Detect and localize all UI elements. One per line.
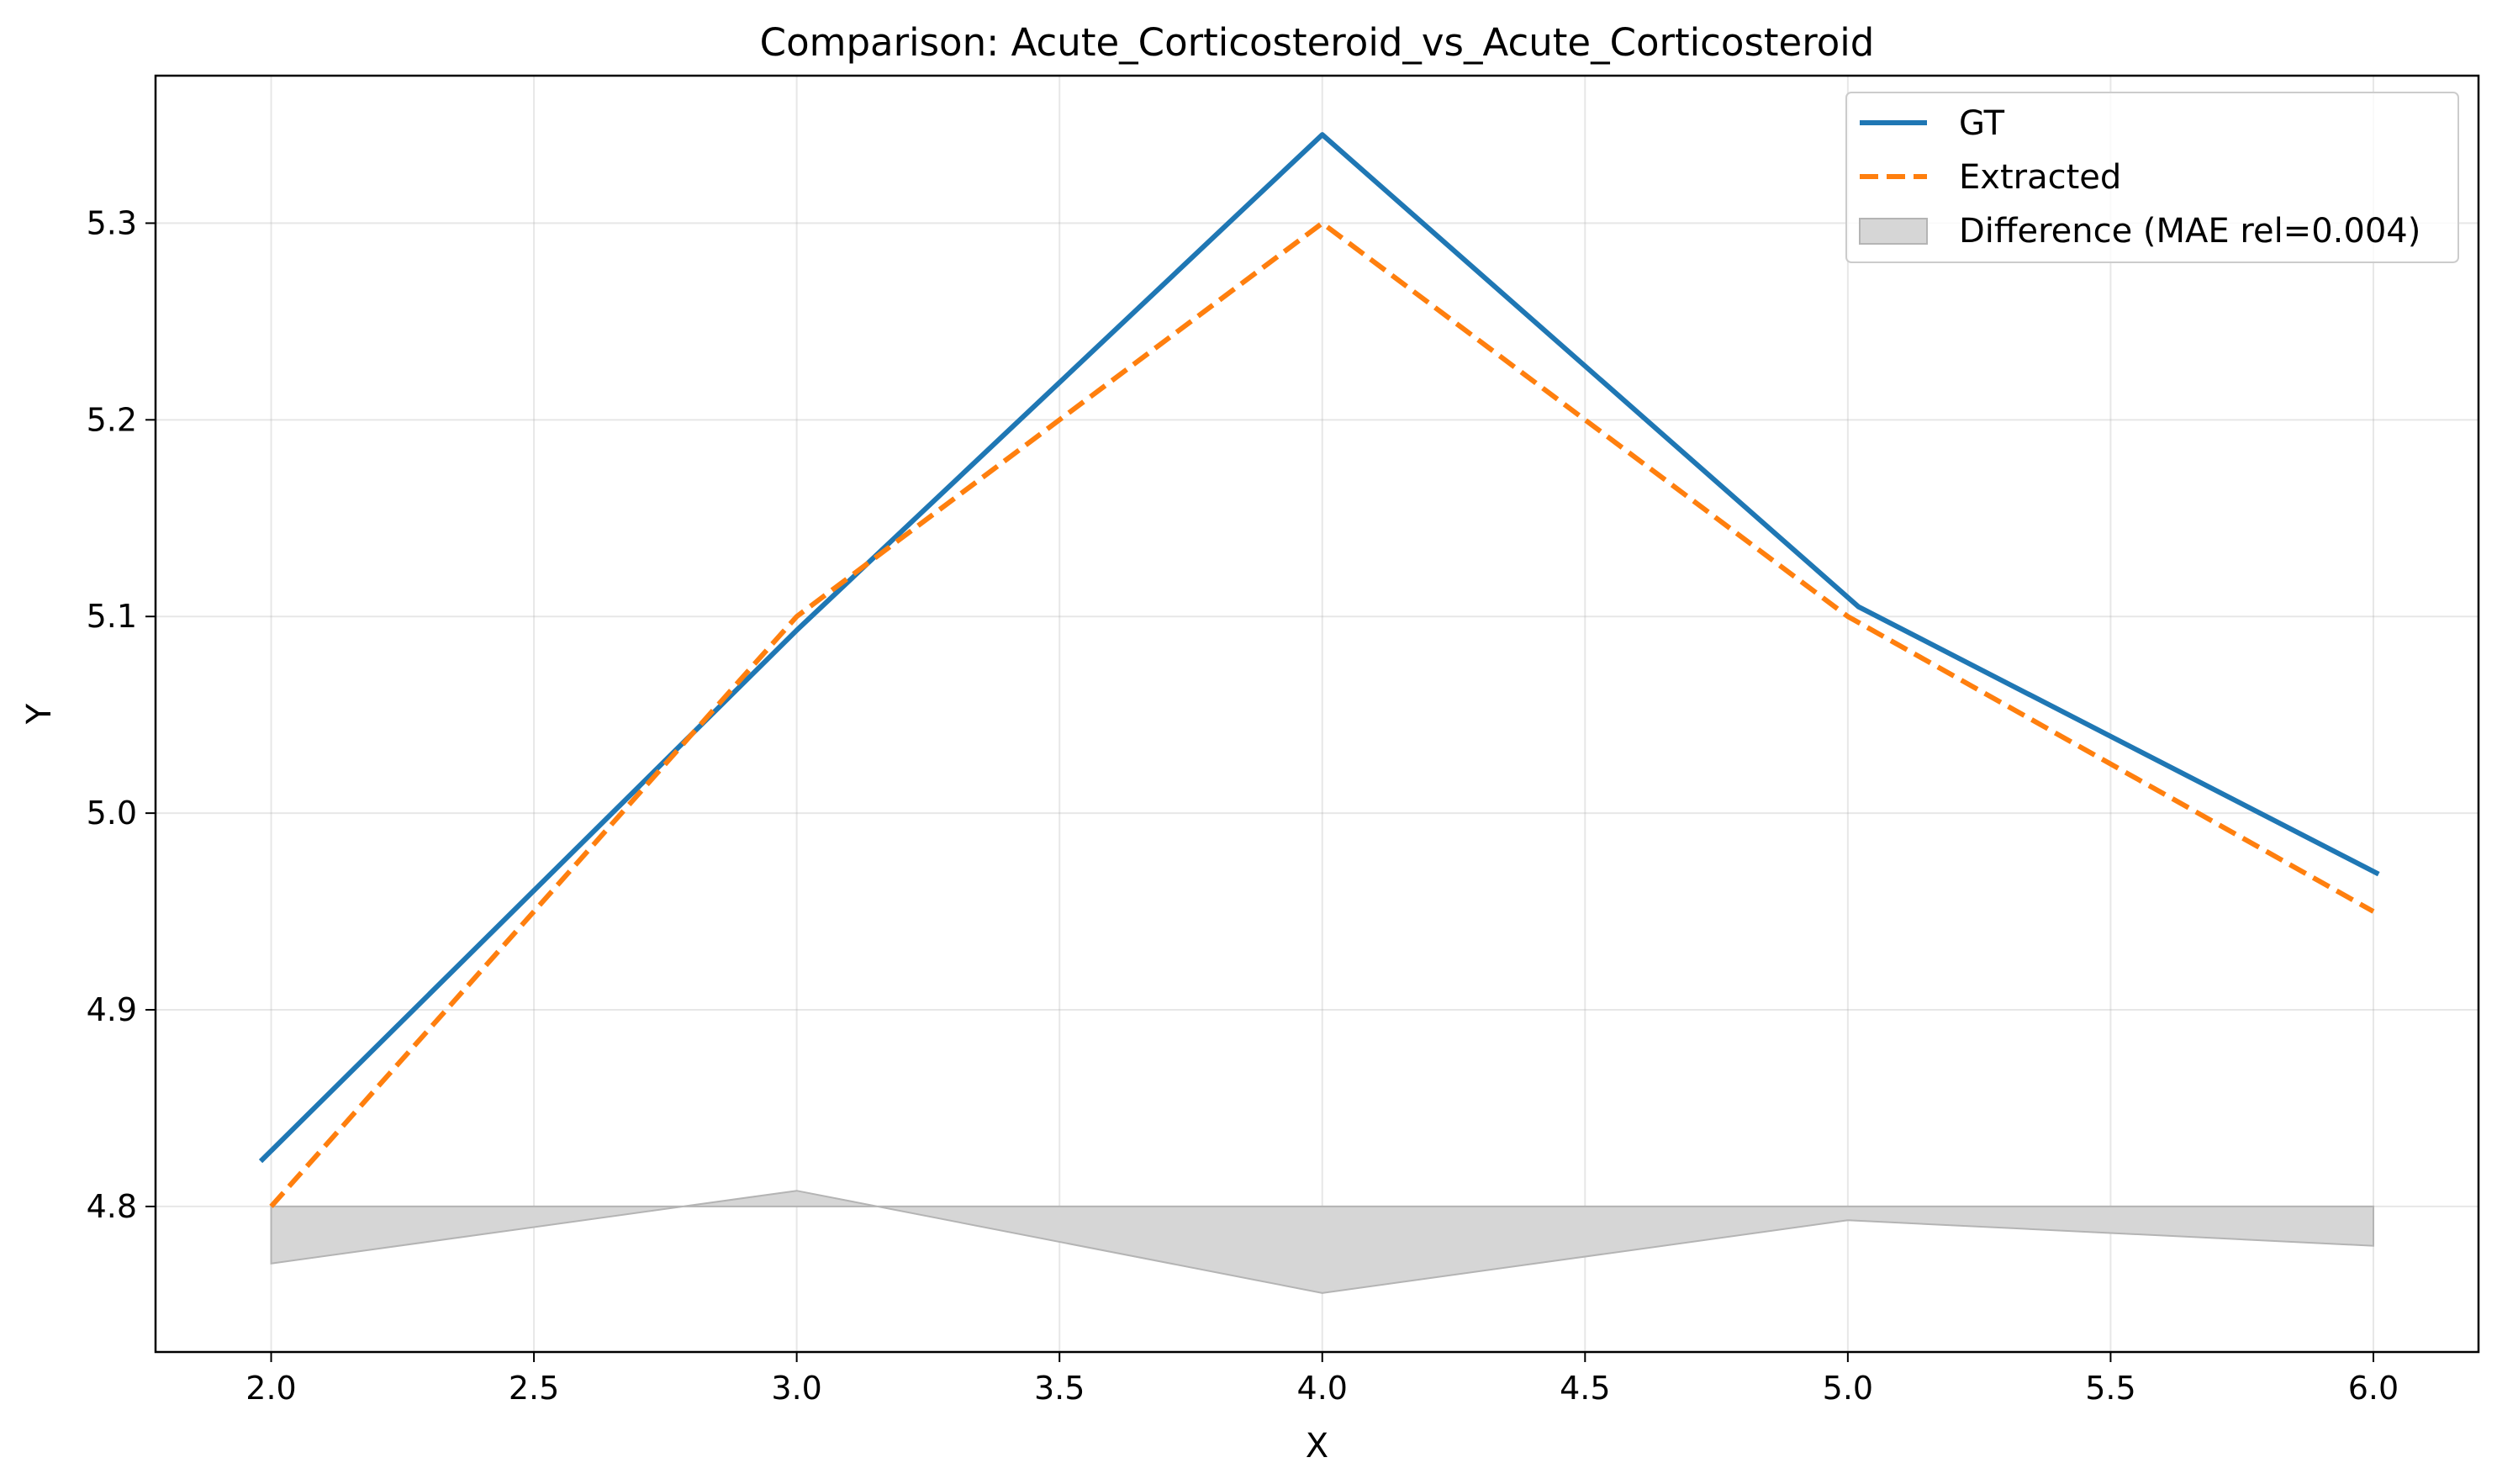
x-tick-label: 3.5: [1034, 1370, 1085, 1407]
x-tick-label: 5.5: [2085, 1370, 2135, 1407]
series-line-gt: [258, 132, 2380, 1164]
y-tick-label: 5.2: [87, 401, 137, 438]
difference-area-layer: [270, 1190, 2374, 1294]
series-line-extracted: [269, 220, 2375, 1208]
legend-label: Extracted: [1959, 158, 2121, 197]
y-tick-label: 5.0: [87, 795, 137, 832]
y-tick-label: 5.1: [87, 598, 137, 635]
legend: GT Extracted Difference (MAE rel=0.004): [1845, 92, 2459, 263]
x-tick-label: 4.5: [1560, 1370, 1610, 1407]
y-tick-label: 5.3: [87, 204, 137, 241]
x-axis-label: X: [1306, 1427, 1328, 1466]
legend-swatch-difference: [1859, 218, 1928, 245]
plot-frame: [154, 74, 2480, 1354]
x-tick-label: 2.0: [245, 1370, 296, 1407]
legend-label: GT: [1959, 104, 2005, 143]
y-tick-label: 4.9: [87, 991, 137, 1028]
x-tick-label: 3.0: [771, 1370, 821, 1407]
series-layer: [258, 132, 2380, 1208]
x-tick-label: 5.0: [1823, 1370, 1873, 1407]
difference-area: [270, 1190, 2374, 1294]
chart-title: Comparison: Acute_Corticosteroid_vs_Acut…: [760, 20, 1875, 65]
x-tick-label: 4.0: [1297, 1370, 1348, 1407]
y-axis-label: Y: [20, 703, 59, 725]
y-tick-label: 4.8: [87, 1188, 137, 1225]
legend-box: [1845, 92, 2459, 263]
x-tick-label: 6.0: [2348, 1370, 2399, 1407]
x-tick-label: 2.5: [509, 1370, 559, 1407]
ticks: 2.0 2.5 3.0 3.5 4.0 4.5 5.0 5.5 6.0 4.8 4.9 5.0 5.1 5…: [87, 204, 2399, 1407]
legend-label: Difference (MAE rel=0.004): [1959, 212, 2420, 251]
